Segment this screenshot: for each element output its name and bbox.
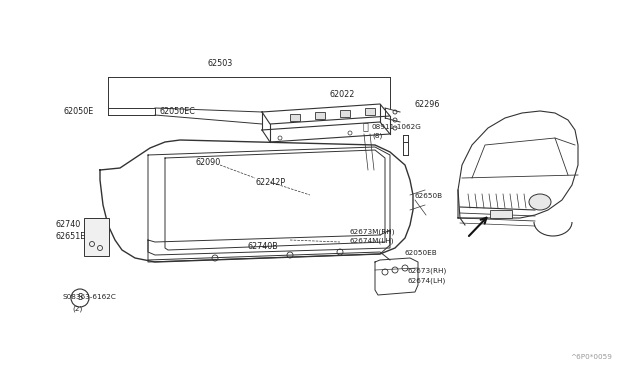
Bar <box>84 218 109 256</box>
Ellipse shape <box>529 194 551 210</box>
Text: 62242P: 62242P <box>255 178 285 187</box>
Bar <box>365 108 375 115</box>
Text: 62050EB: 62050EB <box>405 250 438 256</box>
Text: 62674(LH): 62674(LH) <box>408 277 446 283</box>
Text: 08911-1062G: 08911-1062G <box>372 124 422 130</box>
Text: 62022: 62022 <box>330 90 355 99</box>
Text: 62674M(LH): 62674M(LH) <box>350 237 394 244</box>
Text: 62050EC: 62050EC <box>160 107 196 116</box>
Text: (8): (8) <box>372 132 382 138</box>
Text: Ⓝ: Ⓝ <box>362 121 368 131</box>
Text: (2): (2) <box>72 305 83 311</box>
Text: ^6P0*0059: ^6P0*0059 <box>570 354 612 360</box>
Text: 62090: 62090 <box>196 158 221 167</box>
Text: 62673M(RH): 62673M(RH) <box>350 228 396 234</box>
Text: S08363-6162C: S08363-6162C <box>62 294 116 300</box>
Bar <box>315 112 325 119</box>
Bar <box>490 210 512 218</box>
Bar <box>290 114 300 121</box>
Text: 62050E: 62050E <box>63 107 93 116</box>
Text: 62296: 62296 <box>415 100 440 109</box>
Bar <box>340 110 350 117</box>
Text: 62740B: 62740B <box>248 242 279 251</box>
Text: 62650B: 62650B <box>415 193 443 199</box>
Text: 62740: 62740 <box>55 220 80 229</box>
Text: S: S <box>77 294 83 302</box>
Text: 62673(RH): 62673(RH) <box>408 268 447 275</box>
Text: 62651E: 62651E <box>55 232 85 241</box>
Text: 62503: 62503 <box>207 59 232 68</box>
